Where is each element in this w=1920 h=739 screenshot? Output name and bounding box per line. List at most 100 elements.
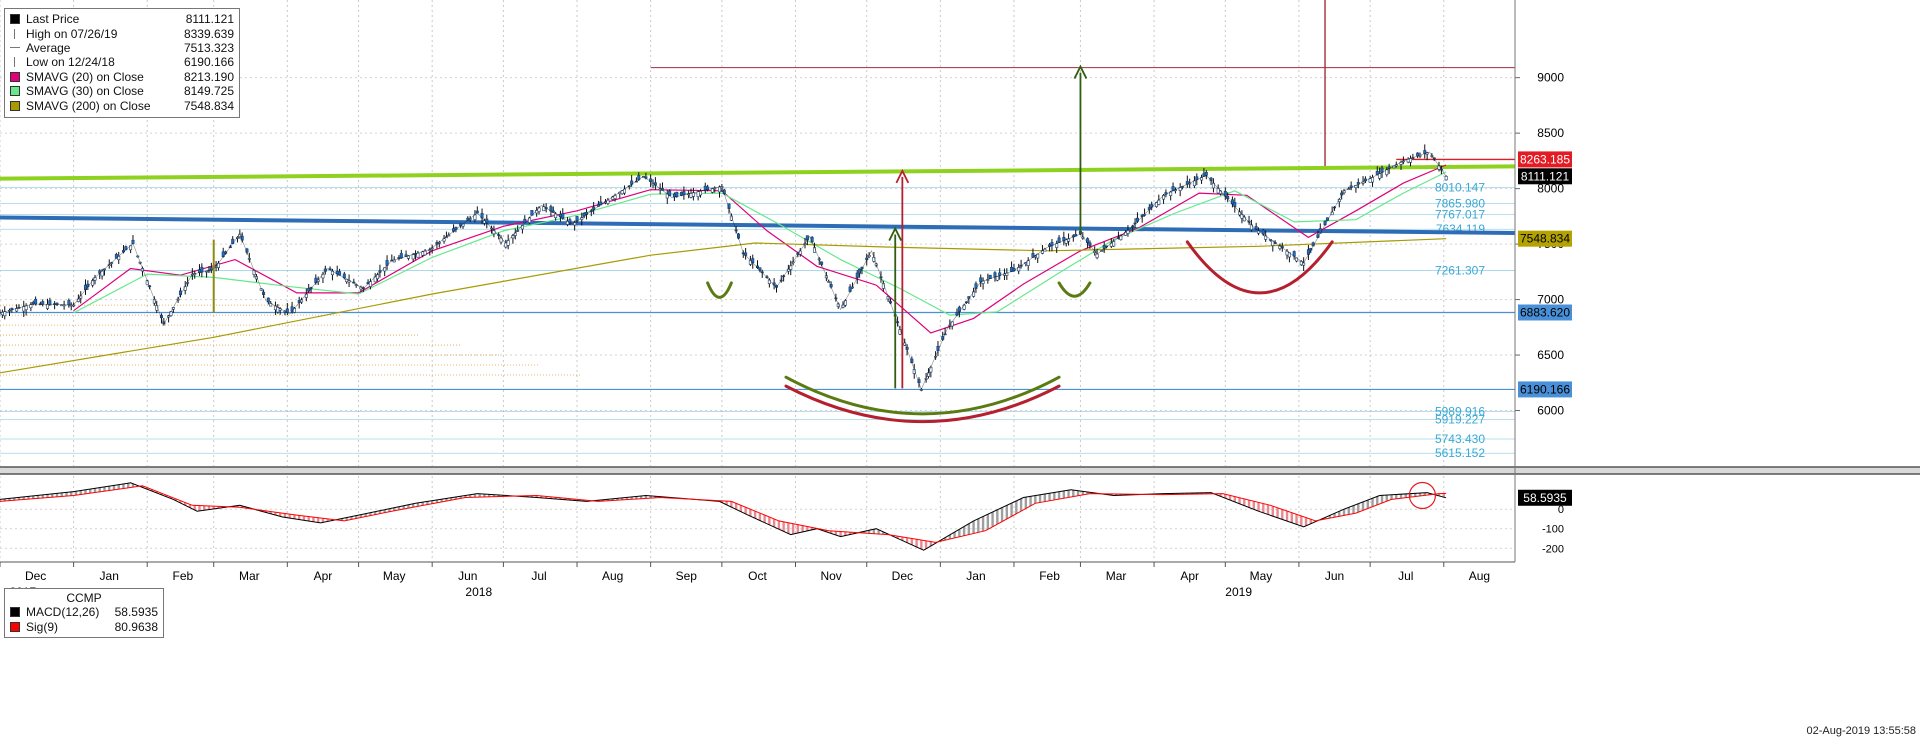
legend-value: 8149.725 (183, 84, 234, 99)
candle-body (504, 242, 508, 248)
legend-row: Average 7513.323 (10, 41, 234, 55)
candle-body (682, 191, 686, 196)
price-axis-badge-text: 8263.185 (1520, 152, 1570, 166)
candle-body (950, 321, 954, 327)
legend-row: SMAVG (20) on Close 8213.190 (10, 70, 234, 84)
panel-separator (0, 467, 1920, 474)
series-line (73, 171, 1447, 316)
trendline-upper (0, 164, 1516, 181)
candle-body (1057, 237, 1061, 243)
candle-body (675, 191, 679, 197)
legend-swatch (10, 607, 20, 618)
price-axis-badge: 7548.834 (1518, 230, 1572, 247)
month-tick-label: Feb (1039, 569, 1060, 583)
price-tick-label: 8500 (1537, 126, 1564, 140)
candle-body (699, 190, 703, 196)
year-tick-label: 2019 (1225, 585, 1252, 599)
candle-body (48, 300, 52, 305)
price-tick-label: 6000 (1537, 404, 1564, 418)
legend-label: SMAVG (200) on Close (26, 98, 151, 113)
candle-body (24, 305, 28, 310)
legend-swatch (10, 621, 20, 632)
price-tick-label: 9000 (1537, 71, 1564, 85)
candle-body (843, 300, 847, 306)
legend-row: SMAVG (200) on Close 7548.834 (10, 98, 234, 113)
arrow-head (895, 168, 910, 184)
candle-body (34, 298, 38, 305)
year-tick-label: 2018 (465, 585, 492, 599)
legend-label: Average (26, 40, 71, 55)
legend-label: MACD(12,26) (26, 605, 100, 620)
candle-body (855, 272, 859, 279)
month-tick-label: Feb (173, 569, 194, 583)
legend-value: 8111.121 (185, 12, 234, 27)
price-axis-badge-text: 6190.166 (1520, 382, 1570, 396)
month-tick-label: Aug (1469, 569, 1490, 583)
legend-swatch (10, 86, 20, 97)
price-axis-badge-text: 7548.834 (1520, 232, 1570, 246)
price-axis-badge-bg (1518, 151, 1572, 168)
month-tick-label: Jan (100, 569, 119, 583)
month-tick-label: Jun (1325, 569, 1344, 583)
price-axis-badge: 8111.121 (1518, 168, 1572, 185)
legend-label: Last Price (26, 12, 80, 27)
price-axis-badge-bg (1518, 381, 1572, 398)
legend-row: Last Price 8111.121 (10, 12, 234, 26)
macd-tick-label: -200 (1542, 543, 1564, 555)
legend-value: 8213.190 (183, 69, 234, 84)
candle-body (67, 300, 71, 306)
price-axis-badge-text: 6883.620 (1520, 305, 1570, 319)
month-tick-label: Mar (1106, 569, 1127, 583)
series-line (0, 485, 1447, 543)
month-tick-label: May (383, 569, 406, 583)
macd-axis-badge-bg (1518, 489, 1572, 506)
candle-body (399, 253, 403, 259)
legend-swatch (10, 47, 20, 49)
candle-body (993, 272, 997, 278)
candle-body (962, 304, 966, 310)
month-tick-label: Dec (892, 569, 913, 583)
candle-body (703, 185, 707, 191)
month-tick-label: Jan (966, 569, 985, 583)
candle-body (691, 192, 695, 197)
cup-pattern (1057, 281, 1092, 298)
legend-label: High on 07/26/19 (26, 26, 118, 41)
legend-value: 6190.166 (183, 55, 234, 70)
fib-level-label: 7261.307 (1435, 264, 1485, 278)
candle-body (304, 293, 308, 298)
macd-highlight-circle (1408, 481, 1436, 510)
macd-tick-label: 0 (1558, 504, 1564, 516)
candle-body (169, 311, 173, 316)
legend-swatch (10, 100, 20, 111)
fib-level-label: 8010.147 (1435, 180, 1485, 194)
month-tick-label: May (1250, 569, 1273, 583)
macd-legend-row: MACD(12,26) 58.5935 (10, 605, 158, 619)
legend-value: 8339.639 (183, 26, 234, 41)
candle-body (22, 306, 26, 312)
candle-body (696, 191, 700, 197)
time-axis: Dec Jan Feb Mar Apr May Jun Jul Aug Sep Oct Nov Dec J… (0, 561, 1515, 599)
candle-body (848, 286, 852, 292)
candle-body (1204, 171, 1208, 176)
series-line (0, 238, 1447, 374)
candle-body (200, 266, 204, 273)
legend-row: Low on 12/24/18 6190.166 (10, 55, 234, 69)
candle-body (1306, 249, 1310, 255)
legend-row: High on 07/26/19 8339.639 (10, 26, 234, 41)
price-axis-badge: 8263.185 (1518, 151, 1572, 168)
legend-label: SMAVG (30) on Close (26, 84, 144, 99)
macd-axis-badge: 58.5935 (1518, 489, 1572, 506)
price-axis-badge: 6190.166 (1518, 381, 1572, 398)
month-tick-label: Sep (676, 569, 698, 583)
legend-label: Sig(9) (26, 619, 59, 634)
fib-level-label: 5919.227 (1435, 412, 1485, 426)
legend-row: SMAVG (30) on Close 8149.725 (10, 84, 234, 98)
price-tick-label: 8000 (1537, 182, 1564, 196)
candle-body (131, 239, 135, 244)
legend-swatch (10, 14, 20, 25)
month-tick-label: Aug (602, 569, 623, 583)
candle-body (421, 251, 425, 256)
